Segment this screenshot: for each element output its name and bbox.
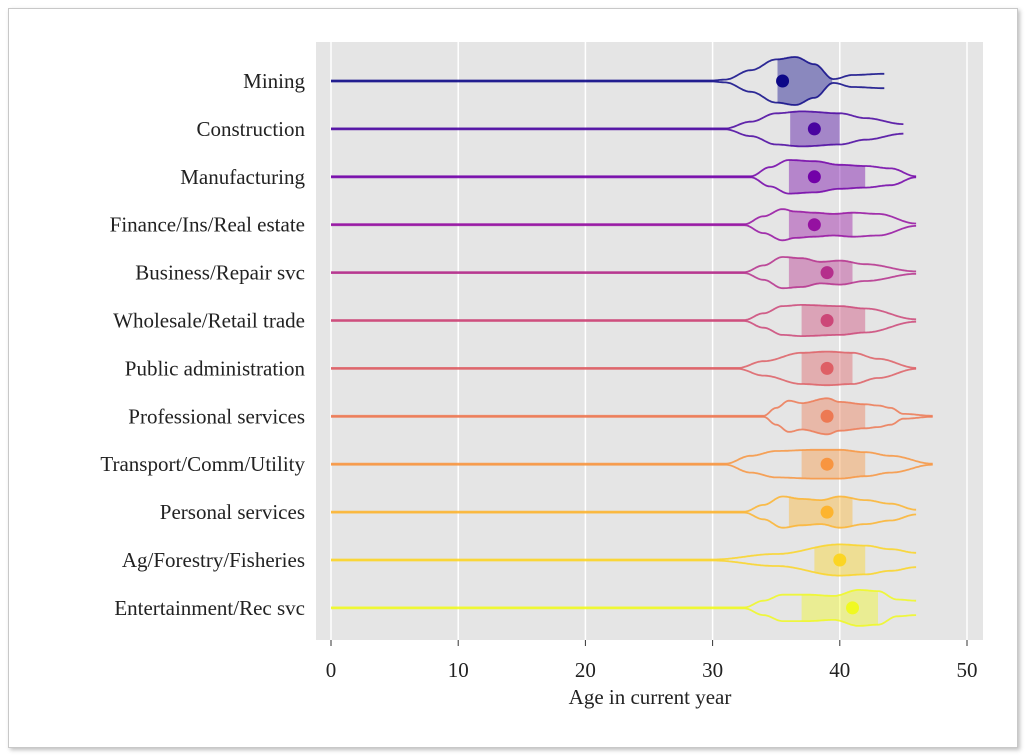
violin-outline-top (331, 304, 917, 321)
violin-outline-bottom (331, 176, 917, 195)
violin-outline-top (331, 495, 917, 513)
category-label: Public administration (125, 356, 306, 380)
violin-outline-bottom (331, 607, 917, 627)
median-dot (846, 601, 860, 615)
violin-outline-top (331, 397, 933, 417)
violin-outline-top (331, 350, 917, 369)
violin-outline-bottom (331, 559, 917, 577)
category-label: Wholesale/Retail trade (113, 309, 305, 333)
violin-ag-forestry-fisheries (331, 543, 917, 577)
violin-outline-bottom (331, 463, 933, 480)
violin-outline-top (331, 110, 904, 130)
median-dot (820, 361, 834, 375)
violin-finance-ins-real-estate (331, 208, 917, 242)
median-dot (820, 409, 834, 423)
x-axis-label: Age in current year (569, 685, 732, 709)
median-dot (807, 170, 821, 184)
violin-outline-bottom (331, 224, 917, 242)
violin-outline-top (331, 56, 885, 82)
category-label: Transport/Comm/Utility (100, 452, 305, 476)
violin-business-repair-svc (331, 256, 917, 290)
violin-professional-services (331, 397, 933, 436)
violin-construction (331, 110, 904, 148)
violin-public-administration (331, 350, 917, 387)
violin-outline-bottom (331, 80, 885, 106)
violin-personal-services (331, 495, 917, 529)
plot-area (316, 42, 983, 640)
category-label: Professional services (128, 404, 305, 428)
category-label: Business/Repair svc (135, 261, 305, 285)
median-dot (820, 314, 834, 327)
violin-outline-top (331, 543, 917, 561)
iqr-box (788, 160, 866, 194)
x-tick-label: 10 (448, 658, 469, 682)
violin-outline-bottom (331, 128, 904, 148)
x-tick-label: 50 (957, 658, 978, 682)
violin-outline-bottom (331, 272, 917, 290)
violin-outline-bottom (331, 415, 933, 436)
median-dot (807, 218, 821, 232)
violin-wholesale-retail-trade (331, 304, 917, 337)
violin-mining (331, 56, 885, 106)
median-dot (820, 505, 834, 519)
median-dot (820, 457, 834, 471)
category-label: Entertainment/Rec svc (114, 596, 305, 620)
median-dot (820, 266, 834, 280)
category-label: Mining (243, 69, 305, 93)
x-tick-label: 20 (575, 658, 596, 682)
category-label: Construction (197, 117, 306, 141)
category-label: Personal services (160, 500, 305, 524)
median-dot (833, 553, 847, 567)
violin-outline-top (331, 448, 933, 465)
x-tick-label: 0 (326, 658, 337, 682)
violin-outline-top (331, 208, 917, 226)
violin-entertainment-rec-svc (331, 589, 917, 627)
x-tick-label: 40 (829, 658, 850, 682)
violin-manufacturing (331, 159, 917, 195)
violin-outline-top (331, 589, 917, 609)
category-label: Ag/Forestry/Fisheries (122, 548, 305, 572)
violin-outline-top (331, 256, 917, 273)
x-tick-label: 30 (702, 658, 723, 682)
violin-outline-bottom (331, 511, 917, 529)
category-label: Manufacturing (180, 165, 305, 189)
violin-outline-bottom (331, 368, 917, 387)
violin-outline-top (331, 159, 917, 178)
median-dot (776, 74, 790, 88)
median-dot (807, 122, 821, 136)
violin-outline-bottom (331, 320, 917, 337)
iqr-box (777, 57, 833, 105)
iqr-box (801, 589, 878, 626)
violin-transport-comm-utility (331, 448, 933, 480)
category-label: Finance/Ins/Real estate (110, 213, 305, 237)
